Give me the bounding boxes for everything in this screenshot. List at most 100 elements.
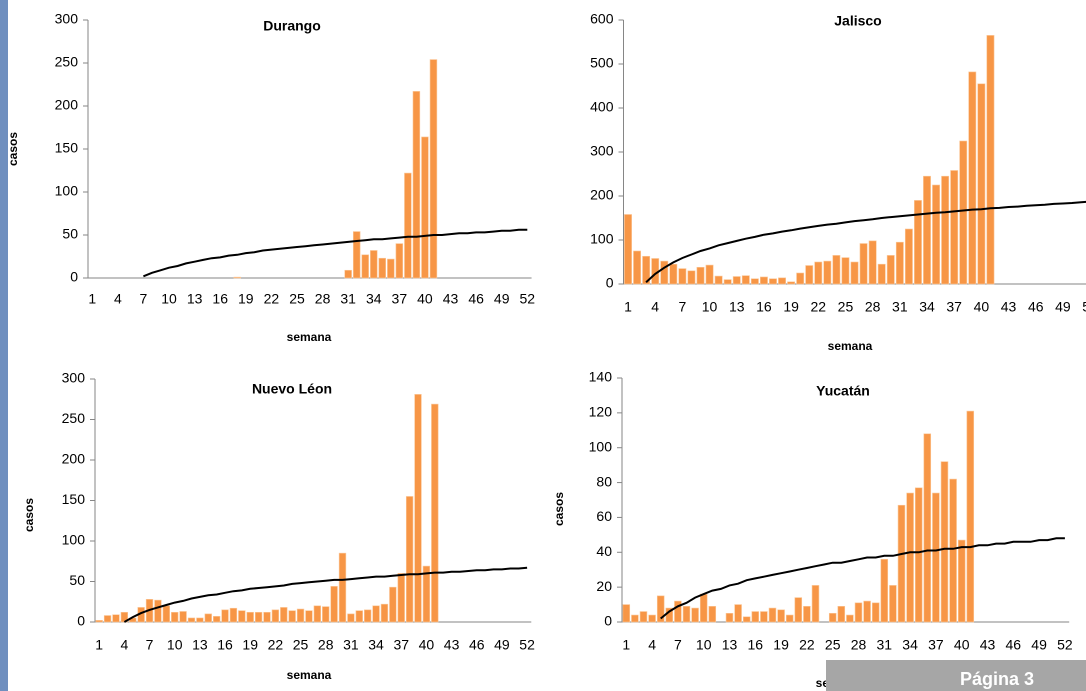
x-tick-label: 4 [648, 637, 656, 653]
bar [850, 261, 859, 285]
bar [760, 611, 768, 623]
bar [777, 609, 785, 623]
x-tick-label: 1 [95, 637, 103, 653]
bar [196, 617, 204, 623]
y-tick-label: 600 [590, 11, 614, 27]
bar [796, 272, 805, 285]
bar [414, 394, 422, 623]
bar [633, 250, 642, 285]
y-tick-label: 100 [62, 532, 86, 548]
bar [678, 268, 687, 285]
y-axis-label: casos [22, 498, 36, 532]
x-tick-label: 31 [343, 637, 359, 653]
bar [949, 478, 957, 623]
x-axis-label: semana [828, 339, 873, 353]
bar [837, 606, 846, 623]
y-tick-label: 80 [596, 473, 612, 489]
bar [233, 276, 241, 279]
bar [95, 620, 103, 623]
y-tick-label: 150 [55, 140, 79, 156]
x-tick-label: 19 [783, 299, 799, 315]
bar [347, 613, 355, 623]
x-tick-label: 40 [954, 637, 970, 653]
bar [364, 609, 372, 623]
trend-line [660, 537, 1065, 620]
bar [871, 602, 880, 623]
x-tick-label: 13 [722, 637, 738, 653]
bar [404, 172, 412, 279]
y-tick-label: 100 [590, 231, 614, 247]
bar [238, 610, 246, 623]
x-tick-label: 1 [88, 291, 96, 307]
bar [941, 175, 950, 285]
bar [622, 604, 631, 623]
bar [642, 255, 651, 285]
y-tick-label: 500 [590, 55, 614, 71]
bar [705, 264, 714, 285]
x-tick-label: 4 [651, 299, 659, 315]
bar [803, 606, 811, 623]
bar [986, 35, 995, 285]
bar [171, 611, 179, 623]
footer-box [826, 660, 1086, 691]
x-tick-label: 49 [1055, 299, 1071, 315]
y-tick-label: 0 [77, 613, 85, 629]
bar [886, 255, 895, 285]
bar [103, 615, 112, 623]
x-tick-label: 28 [865, 299, 881, 315]
bar [863, 600, 871, 623]
bar [932, 184, 940, 285]
x-tick-label: 28 [851, 637, 867, 653]
x-tick-label: 1 [622, 637, 630, 653]
bar [212, 616, 221, 623]
bar [895, 241, 904, 285]
bar [355, 610, 363, 623]
bar [229, 607, 238, 623]
bar [305, 610, 313, 623]
bar [631, 614, 639, 623]
trend-line [645, 200, 1086, 283]
x-tick-label: 52 [1082, 299, 1086, 315]
y-axis-label: casos [6, 132, 20, 166]
x-tick-label: 40 [419, 637, 435, 653]
bar [389, 586, 397, 623]
x-tick-label: 28 [315, 291, 331, 307]
bar [422, 565, 431, 623]
bar [352, 231, 361, 279]
bar [966, 410, 975, 623]
chart: 0 50 100 150 200 250 300 1 4 7 10 13 16 19 22 25 28 31 34 3… [22, 370, 535, 682]
y-tick-label: 50 [69, 572, 85, 588]
chart: 0 100 200 300 400 500 600 1 4 7 10 13 16 19 22 25 28 31 34… [590, 11, 1086, 353]
x-tick-label: 40 [417, 291, 433, 307]
x-tick-label: 13 [729, 299, 745, 315]
bar [854, 602, 863, 623]
bar [787, 281, 796, 285]
y-tick-label: 200 [590, 187, 614, 203]
bar [370, 250, 378, 279]
chart-title: Durango [263, 18, 321, 34]
bar [714, 275, 723, 285]
bar [221, 609, 229, 623]
bar [957, 539, 966, 623]
x-tick-label: 52 [519, 637, 535, 653]
x-tick-label: 31 [892, 299, 908, 315]
bar [868, 240, 877, 285]
y-tick-label: 50 [62, 226, 78, 242]
bar [691, 607, 699, 623]
x-tick-label: 34 [902, 637, 918, 653]
bar [906, 492, 914, 623]
bar [768, 607, 777, 623]
bar [372, 605, 380, 623]
y-tick-label: 0 [604, 613, 612, 629]
bar [742, 616, 751, 623]
bar [769, 278, 777, 285]
bar [254, 611, 263, 623]
x-tick-label: 46 [469, 637, 485, 653]
x-tick-label: 25 [838, 299, 854, 315]
bar [732, 276, 741, 285]
y-tick-label: 140 [589, 369, 613, 385]
bar [271, 609, 280, 623]
x-tick-label: 28 [318, 637, 334, 653]
